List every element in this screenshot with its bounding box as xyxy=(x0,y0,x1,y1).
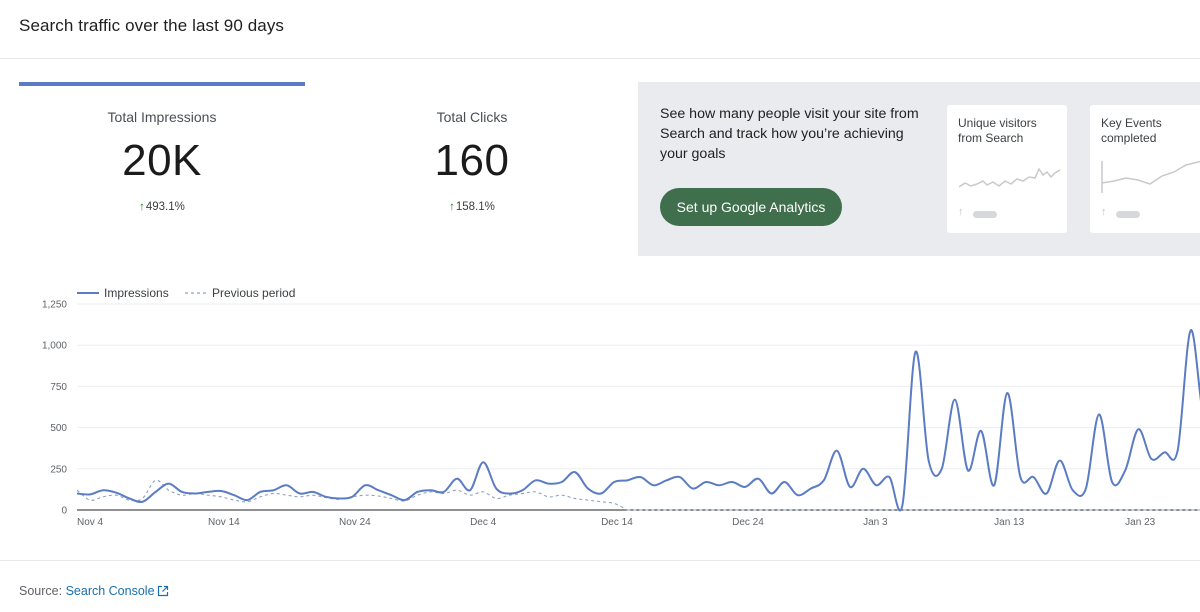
metric-delta: ↑158.1% xyxy=(449,201,495,213)
search-console-link[interactable]: Search Console xyxy=(65,584,155,598)
x-tick-label: Jan 13 xyxy=(994,517,1024,528)
page-title: Search traffic over the last 90 days xyxy=(19,16,285,35)
y-tick-label: 500 xyxy=(50,423,67,434)
x-tick-label: Nov 4 xyxy=(77,517,104,528)
y-tick-label: 1,000 xyxy=(42,341,67,352)
panel-footer: Source: Search Console xyxy=(0,560,1200,612)
preview-card-unique-visitors: Unique visitors from Search ↑ xyxy=(947,105,1067,233)
arrow-up-icon: ↑ xyxy=(449,201,455,213)
x-tick-label: Nov 14 xyxy=(208,517,240,528)
metric-label: Total Impressions xyxy=(107,109,217,125)
impressions-chart: Impressions Previous period 0 250 500 750 1,… xyxy=(0,280,1200,535)
x-tick-label: Jan 3 xyxy=(863,517,888,528)
line-chart: Impressions Previous period 0 250 500 750 1,… xyxy=(42,286,1200,528)
x-tick-label: Nov 24 xyxy=(339,517,371,528)
arrow-up-icon: ↑ xyxy=(139,201,145,213)
source-line: Source: Search Console xyxy=(19,584,155,598)
panel-header: Search traffic over the last 90 days xyxy=(0,0,1200,59)
x-tick-label: Dec 14 xyxy=(601,517,633,528)
y-tick-label: 0 xyxy=(61,506,67,517)
card-title: Unique visitors from Search xyxy=(958,116,1037,145)
legend-label-impressions: Impressions xyxy=(104,286,169,300)
x-tick-label: Dec 4 xyxy=(470,517,497,528)
setup-analytics-button[interactable]: Set up Google Analytics xyxy=(660,188,842,226)
metric-total-impressions[interactable]: Total Impressions 20K ↑493.1% xyxy=(19,82,305,222)
analytics-promo: See how many people visit your site from… xyxy=(638,82,1200,256)
metric-value: 20K xyxy=(122,136,202,185)
metric-value: 160 xyxy=(434,136,510,185)
arrow-up-icon: ↑ xyxy=(1101,206,1107,218)
placeholder-pill xyxy=(973,211,997,218)
arrow-up-icon: ↑ xyxy=(958,206,964,218)
external-link-icon[interactable] xyxy=(157,585,169,597)
y-tick-label: 1,250 xyxy=(42,300,67,311)
promo-text: See how many people visit your site from… xyxy=(660,106,919,162)
y-tick-label: 750 xyxy=(50,382,67,393)
sparkline xyxy=(1101,160,1200,193)
placeholder-pill xyxy=(1116,211,1140,218)
preview-card-key-events: Key Events completed ↑ xyxy=(1090,105,1200,233)
metric-label: Total Clicks xyxy=(436,109,508,125)
x-tick-label: Jan 23 xyxy=(1125,517,1155,528)
series-previous-period-line xyxy=(76,479,628,511)
metric-total-clicks[interactable]: Total Clicks 160 ↑158.1% xyxy=(329,82,615,222)
series-impressions-line xyxy=(76,329,1200,512)
legend-label-previous: Previous period xyxy=(212,286,295,300)
x-tick-label: Dec 24 xyxy=(732,517,764,528)
sparkline xyxy=(958,167,1061,188)
chart-legend: Impressions Previous period xyxy=(77,286,295,300)
y-tick-label: 250 xyxy=(50,464,67,475)
card-title: Key Events completed xyxy=(1101,116,1162,145)
metric-delta: ↑493.1% xyxy=(139,201,185,213)
